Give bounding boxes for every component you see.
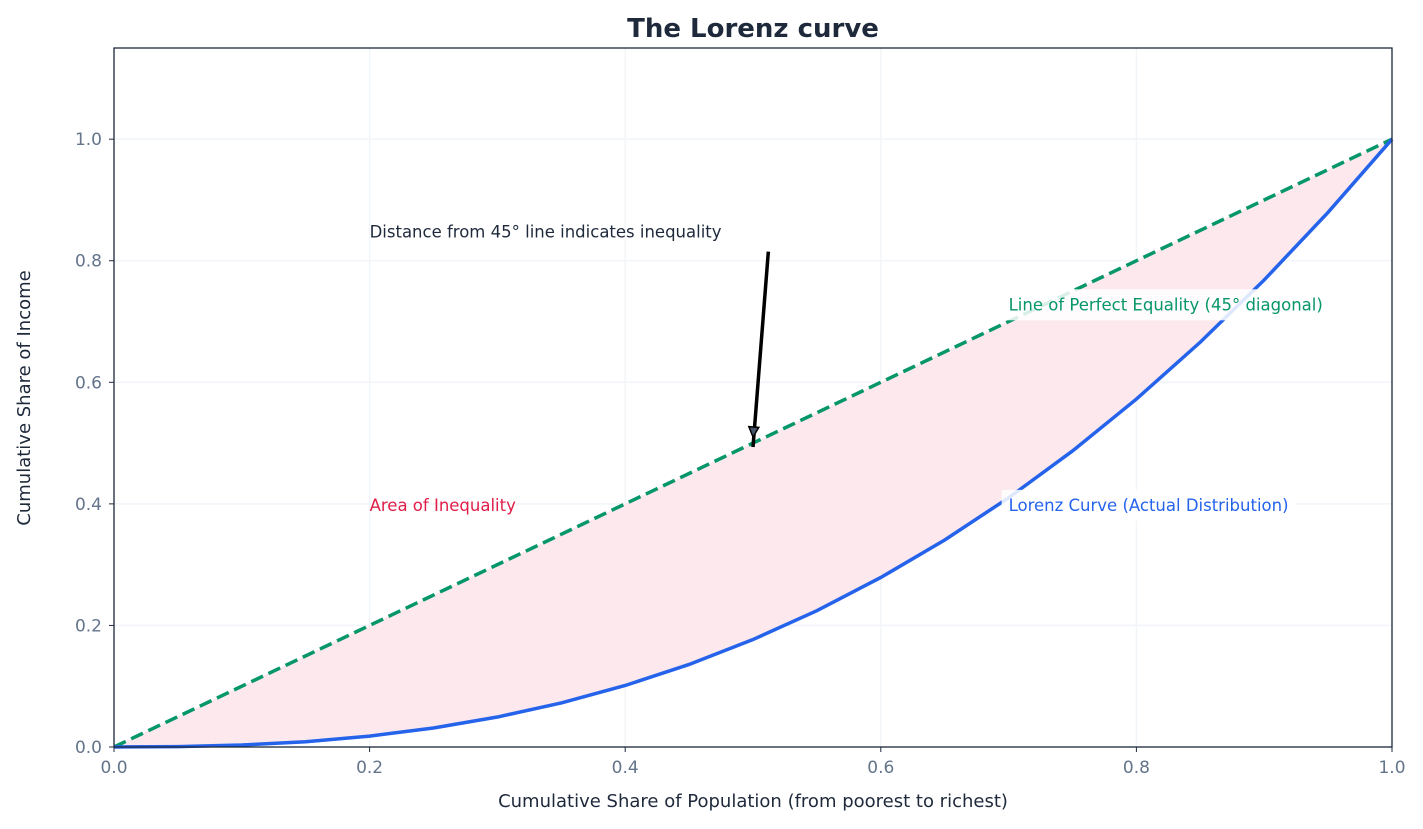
y-tick-label: 0.0 xyxy=(75,738,102,758)
x-tick-label: 0.4 xyxy=(612,758,639,778)
annotation-arrow-head xyxy=(747,425,761,439)
y-tick-label: 0.4 xyxy=(75,495,102,515)
y-tick-label: 0.6 xyxy=(75,373,102,393)
x-axis-label: Cumulative Share of Population (from poo… xyxy=(498,791,1008,812)
x-tick-label: 0.2 xyxy=(356,758,383,778)
lorenz-curve-label: Lorenz Curve (Actual Distribution) xyxy=(1009,496,1289,515)
y-tick-label: 0.2 xyxy=(75,616,102,636)
annotation-arrow-shaft xyxy=(751,251,771,448)
label-background xyxy=(1001,289,1330,321)
inequality-annotation: Distance from 45° line indicates inequal… xyxy=(370,222,722,241)
chart-title: The Lorenz curve xyxy=(627,14,879,44)
y-tick-label: 1.0 xyxy=(75,130,102,150)
x-tick-label: 1.0 xyxy=(1378,758,1405,778)
x-tick-label: 0.8 xyxy=(1123,758,1150,778)
grid xyxy=(113,48,1393,748)
lorenz-curve xyxy=(113,138,1394,749)
label-background xyxy=(1001,489,1296,521)
y-tick-label: 0.8 xyxy=(75,252,102,272)
annotations: Distance from 45° line indicates inequal… xyxy=(370,222,1330,521)
x-tick-label: 0.6 xyxy=(867,758,894,778)
ticks: 0.0 0.2 0.4 0.6 0.8 1.0 0.0 0.2 0.4 0.6 0.8 1.0 xyxy=(75,130,1406,778)
x-tick-label: 0.0 xyxy=(100,758,127,778)
area-label: Area of Inequality xyxy=(370,496,517,515)
equality-line-label: Line of Perfect Equality (45° diagonal) xyxy=(1009,295,1323,314)
plot-frame xyxy=(113,47,1393,748)
y-axis-label: Cumulative Share of Income xyxy=(14,270,35,525)
